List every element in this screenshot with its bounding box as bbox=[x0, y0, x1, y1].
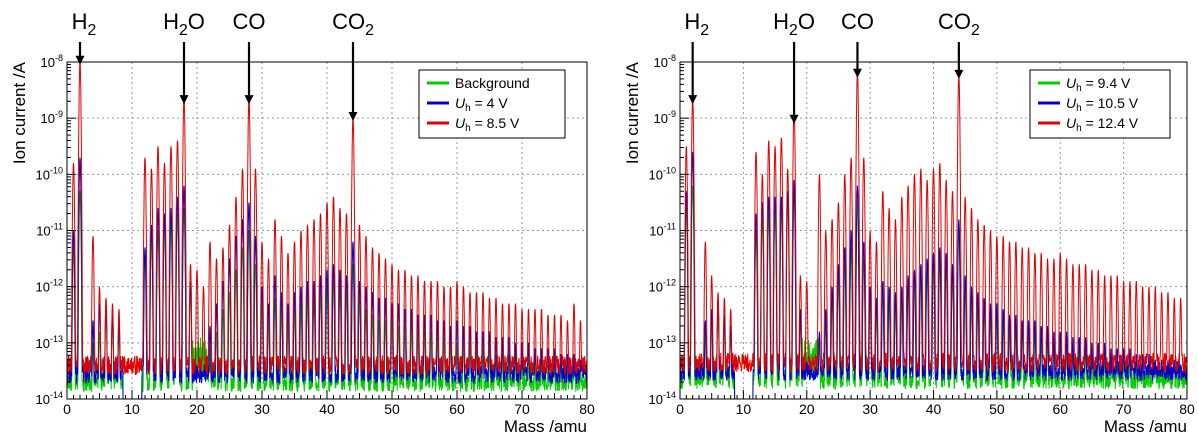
y-axis-label: Ion current /A bbox=[10, 61, 29, 164]
y-tick-label: 10-12 bbox=[36, 278, 63, 295]
y-tick-label: 10-10 bbox=[649, 165, 676, 182]
annotation-label: H2O bbox=[163, 9, 205, 39]
y-tick-label: 10-13 bbox=[36, 334, 63, 351]
y-tick-label: 10-8 bbox=[41, 53, 63, 70]
x-tick-label: 80 bbox=[579, 401, 595, 417]
legend-label: Background bbox=[455, 75, 530, 91]
annotation-arrow-head bbox=[688, 95, 698, 105]
y-tick-label: 10-8 bbox=[654, 53, 676, 70]
x-tick-label: 0 bbox=[676, 401, 684, 417]
x-tick-label: 60 bbox=[449, 401, 465, 417]
chart-panel-2: 0 10 20 30 40 50 60 70 80 10-14 10-13 10-12 10-11 10-… bbox=[623, 9, 1195, 436]
series-line bbox=[680, 73, 1187, 374]
y-tick-label: 10-14 bbox=[36, 390, 63, 407]
legend-label: Uh = 10.5 V bbox=[1066, 95, 1139, 114]
x-tick-label: 10 bbox=[736, 401, 752, 417]
series-line bbox=[67, 157, 587, 399]
annotation-arrow-head bbox=[954, 69, 964, 79]
annotation-arrow-head bbox=[244, 95, 254, 105]
annotation-label: H2O bbox=[773, 9, 815, 39]
plot-area bbox=[680, 73, 1187, 399]
legend-label: Uh = 12.4 V bbox=[1066, 115, 1139, 134]
x-tick-label: 40 bbox=[926, 401, 942, 417]
y-axis-label: Ion current /A bbox=[623, 61, 642, 164]
annotation-label: H2 bbox=[684, 9, 709, 39]
annotation-arrow-head bbox=[348, 111, 358, 121]
legend: Uh = 9.4 VUh = 10.5 VUh = 12.4 V bbox=[1029, 69, 1171, 139]
y-tick-label: 10-9 bbox=[41, 109, 63, 126]
annotation-arrow-head bbox=[75, 55, 85, 65]
x-tick-label: 20 bbox=[189, 401, 205, 417]
x-tick-label: 30 bbox=[862, 401, 878, 417]
annotation-label: CO bbox=[233, 9, 266, 34]
x-tick-label: 50 bbox=[384, 401, 400, 417]
y-tick-label: 10-11 bbox=[36, 222, 63, 239]
legend-label: Uh = 8.5 V bbox=[455, 115, 520, 134]
annotation-arrow-head bbox=[179, 95, 189, 105]
annotation-label: H2 bbox=[72, 9, 97, 39]
y-tick-label: 10-14 bbox=[649, 390, 676, 407]
x-tick-label: 70 bbox=[514, 401, 530, 417]
x-tick-label: 0 bbox=[63, 401, 71, 417]
annotation-label: CO2 bbox=[332, 9, 374, 39]
x-tick-label: 10 bbox=[124, 401, 140, 417]
annotation-arrow-head bbox=[852, 68, 862, 78]
legend-label: Uh = 4 V bbox=[455, 95, 508, 114]
y-tick-label: 10-10 bbox=[36, 165, 63, 182]
x-axis-label: Mass /amu bbox=[504, 417, 587, 436]
x-tick-label: 20 bbox=[799, 401, 815, 417]
x-tick-label: 80 bbox=[1179, 401, 1195, 417]
x-tick-label: 40 bbox=[319, 401, 335, 417]
annotation-label: CO bbox=[841, 9, 874, 34]
x-tick-label: 60 bbox=[1052, 401, 1068, 417]
x-tick-label: 30 bbox=[254, 401, 270, 417]
y-tick-label: 10-11 bbox=[649, 222, 676, 239]
x-axis-label: Mass /amu bbox=[1104, 417, 1187, 436]
legend-label: Uh = 9.4 V bbox=[1066, 75, 1131, 94]
x-tick-label: 70 bbox=[1116, 401, 1132, 417]
y-tick-label: 10-9 bbox=[654, 109, 676, 126]
chart-panel-1: 0 10 20 30 40 50 60 70 80 10-14 10-13 10-12 10-11 10-… bbox=[10, 9, 595, 436]
y-tick-label: 10-13 bbox=[649, 334, 676, 351]
plot-area bbox=[67, 61, 587, 399]
legend: Background Uh = 4 VUh = 8.5 V bbox=[418, 69, 566, 139]
y-tick-label: 10-12 bbox=[649, 278, 676, 295]
annotation-arrow-head bbox=[789, 114, 799, 124]
series-line bbox=[67, 61, 587, 376]
annotation-label: CO2 bbox=[938, 9, 980, 39]
x-tick-label: 50 bbox=[989, 401, 1005, 417]
